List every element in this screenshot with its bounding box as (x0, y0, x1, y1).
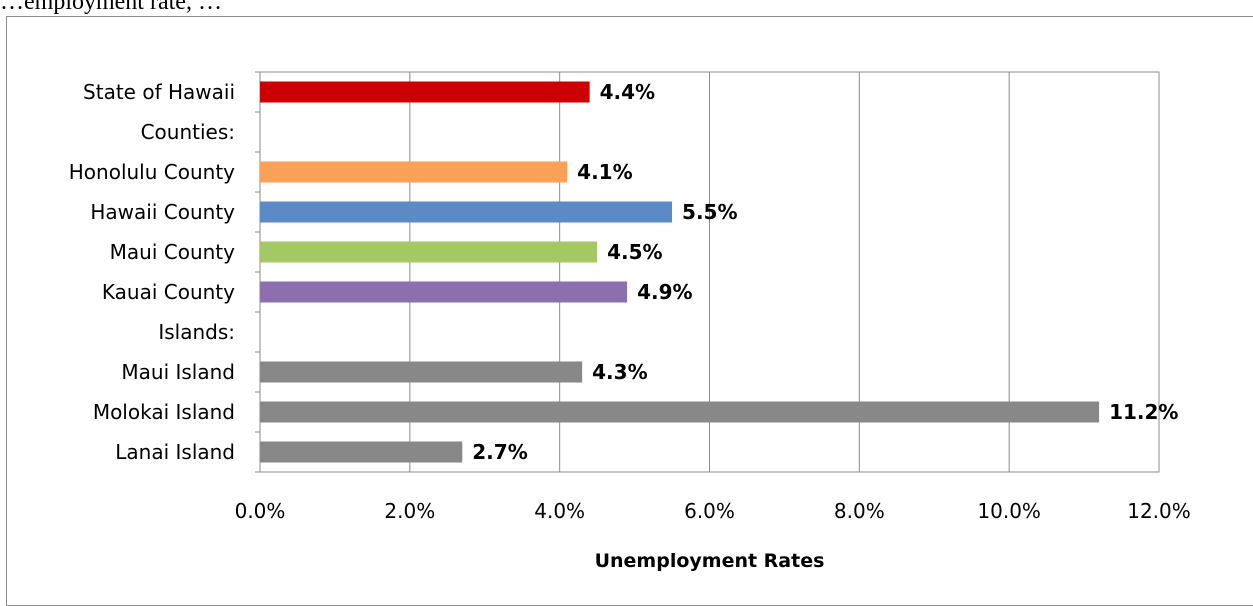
x-tick-label: 10.0% (977, 499, 1041, 523)
bars (260, 81, 1100, 463)
x-tick-label: 12.0% (1127, 499, 1191, 523)
bar (260, 201, 673, 223)
category-label: Hawaii County (90, 200, 235, 224)
category-label: State of Hawaii (83, 80, 235, 104)
category-label: Counties: (141, 120, 235, 144)
category-label: Islands: (158, 320, 235, 344)
bar-chart: State of Hawaii Counties: Honolulu County H… (69, 71, 1191, 572)
value-label: 2.7% (472, 440, 527, 464)
bar (260, 441, 463, 463)
x-tick-label: 6.0% (684, 499, 735, 523)
x-tick-labels: 0.0% 2.0% 4.0% 6.0% 8.0% 10.0% 12.0% (235, 499, 1191, 523)
value-label: 4.5% (607, 240, 662, 264)
category-label: Maui County (110, 240, 235, 264)
x-tick-label: 4.0% (534, 499, 585, 523)
category-label: Molokai Island (93, 400, 235, 424)
value-labels: 4.4% 4.1% 5.5% 4.5% 4.9% 4.3% 11.2% 2.7% (472, 80, 1178, 464)
value-label: 11.2% (1109, 400, 1178, 424)
category-label: Honolulu County (69, 160, 235, 184)
clipped-header-text: …employment rate, … (0, 0, 222, 14)
bar (260, 361, 583, 383)
category-label: Maui Island (121, 360, 235, 384)
value-label: 4.1% (577, 160, 632, 184)
bar (260, 81, 590, 103)
x-tick-label: 2.0% (384, 499, 435, 523)
bar (260, 281, 628, 303)
category-labels: State of Hawaii Counties: Honolulu County H… (69, 80, 235, 464)
category-label: Lanai Island (115, 440, 235, 464)
x-tick-label: 0.0% (235, 499, 286, 523)
bar (260, 161, 568, 183)
value-label: 4.3% (592, 360, 647, 384)
value-label: 4.9% (637, 280, 692, 304)
bar (260, 241, 598, 263)
x-tick-label: 8.0% (834, 499, 885, 523)
bar (260, 401, 1100, 423)
value-label: 5.5% (682, 200, 737, 224)
value-label: 4.4% (600, 80, 655, 104)
x-axis-title: Unemployment Rates (595, 550, 825, 572)
category-label: Kauai County (102, 280, 235, 304)
